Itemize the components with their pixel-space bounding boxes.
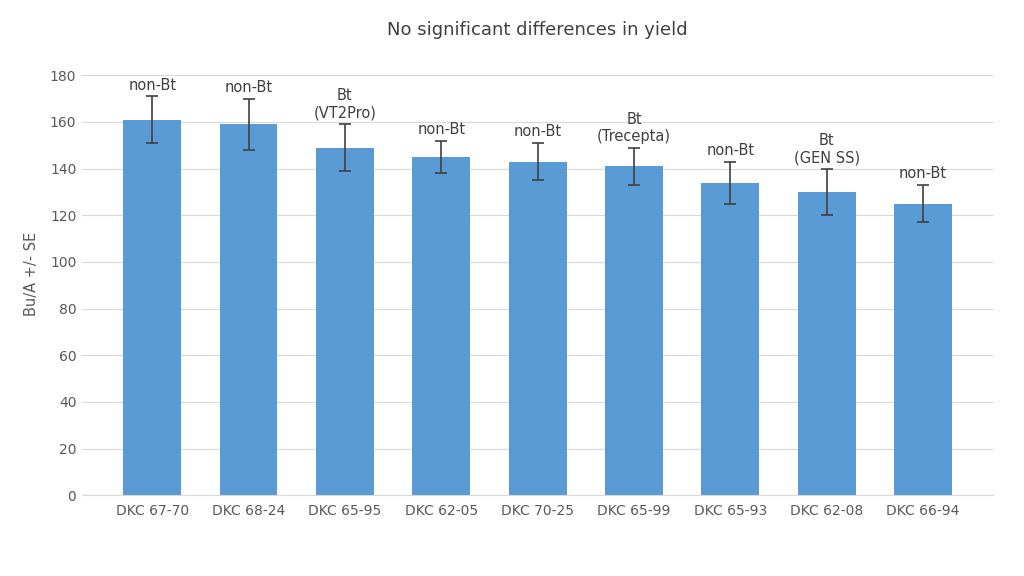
Bar (701, 183, 759, 495)
Bar (123, 120, 181, 495)
Title: No significant differences in yield: No significant differences in yield (387, 21, 688, 39)
Bar (220, 124, 278, 495)
Text: non-Bt: non-Bt (899, 166, 947, 181)
Bar (509, 161, 566, 495)
Text: Bt
(VT2Pro): Bt (VT2Pro) (313, 88, 377, 121)
Text: non-Bt: non-Bt (514, 124, 561, 139)
Text: non-Bt: non-Bt (224, 80, 272, 95)
Text: non-Bt: non-Bt (707, 143, 755, 158)
Bar (894, 203, 952, 495)
Text: Bt
(Trecepta): Bt (Trecepta) (597, 112, 671, 144)
Bar (798, 192, 855, 495)
Text: non-Bt: non-Bt (128, 78, 176, 93)
Bar (413, 157, 470, 495)
Text: non-Bt: non-Bt (417, 122, 465, 137)
Y-axis label: Bu/A +/- SE: Bu/A +/- SE (24, 232, 39, 316)
Bar (605, 166, 663, 495)
Bar (316, 147, 374, 495)
Text: Bt
(GEN SS): Bt (GEN SS) (794, 132, 860, 165)
